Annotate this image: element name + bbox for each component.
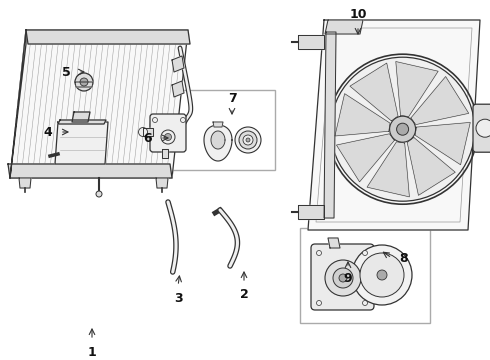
Circle shape xyxy=(476,119,490,137)
Text: 10: 10 xyxy=(349,8,367,21)
Text: 5: 5 xyxy=(62,66,71,78)
Text: 4: 4 xyxy=(44,126,52,139)
Circle shape xyxy=(152,117,157,122)
Polygon shape xyxy=(337,134,394,182)
Polygon shape xyxy=(335,94,390,136)
Circle shape xyxy=(363,301,368,306)
Polygon shape xyxy=(10,30,26,178)
Circle shape xyxy=(165,134,172,140)
Circle shape xyxy=(325,260,361,296)
Polygon shape xyxy=(75,82,93,87)
Circle shape xyxy=(317,301,321,306)
Circle shape xyxy=(235,127,261,153)
Polygon shape xyxy=(10,30,188,178)
Circle shape xyxy=(180,117,186,122)
Polygon shape xyxy=(211,131,225,149)
Circle shape xyxy=(80,78,88,86)
Circle shape xyxy=(246,138,250,142)
Polygon shape xyxy=(415,122,470,165)
Bar xyxy=(300,228,430,323)
Circle shape xyxy=(243,135,253,145)
Circle shape xyxy=(339,274,347,282)
Polygon shape xyxy=(55,122,108,164)
Polygon shape xyxy=(407,138,455,195)
Circle shape xyxy=(390,116,416,142)
Text: 9: 9 xyxy=(343,271,352,284)
Circle shape xyxy=(360,253,404,297)
Polygon shape xyxy=(213,122,223,127)
Polygon shape xyxy=(72,112,90,122)
Polygon shape xyxy=(324,32,336,218)
Circle shape xyxy=(396,123,409,135)
Polygon shape xyxy=(172,81,184,97)
Polygon shape xyxy=(204,125,232,161)
Text: 8: 8 xyxy=(400,252,408,265)
Polygon shape xyxy=(308,20,480,230)
Polygon shape xyxy=(162,149,168,158)
Circle shape xyxy=(333,268,353,288)
Polygon shape xyxy=(143,128,153,136)
Polygon shape xyxy=(350,63,398,121)
Text: 6: 6 xyxy=(144,131,152,144)
Polygon shape xyxy=(19,178,31,188)
Circle shape xyxy=(139,127,147,136)
Polygon shape xyxy=(396,62,438,117)
Circle shape xyxy=(377,270,387,280)
Circle shape xyxy=(352,245,412,305)
Polygon shape xyxy=(411,77,469,125)
Text: 2: 2 xyxy=(240,288,248,302)
Circle shape xyxy=(331,57,475,201)
Text: 1: 1 xyxy=(88,346,97,359)
Circle shape xyxy=(317,251,321,256)
Text: 3: 3 xyxy=(173,292,182,305)
Polygon shape xyxy=(298,205,324,219)
Polygon shape xyxy=(26,30,190,44)
Polygon shape xyxy=(58,120,106,124)
Polygon shape xyxy=(328,238,340,248)
Circle shape xyxy=(161,130,175,144)
Text: 7: 7 xyxy=(228,91,236,104)
Circle shape xyxy=(96,191,102,197)
FancyBboxPatch shape xyxy=(311,244,374,310)
Circle shape xyxy=(239,131,257,149)
Bar xyxy=(145,90,275,170)
Polygon shape xyxy=(367,142,409,197)
Circle shape xyxy=(75,73,93,91)
Polygon shape xyxy=(325,20,363,34)
Polygon shape xyxy=(298,35,324,49)
Polygon shape xyxy=(156,178,168,188)
FancyBboxPatch shape xyxy=(473,104,490,152)
Circle shape xyxy=(363,251,368,256)
Polygon shape xyxy=(172,56,184,72)
Polygon shape xyxy=(8,164,172,178)
FancyBboxPatch shape xyxy=(150,114,186,152)
